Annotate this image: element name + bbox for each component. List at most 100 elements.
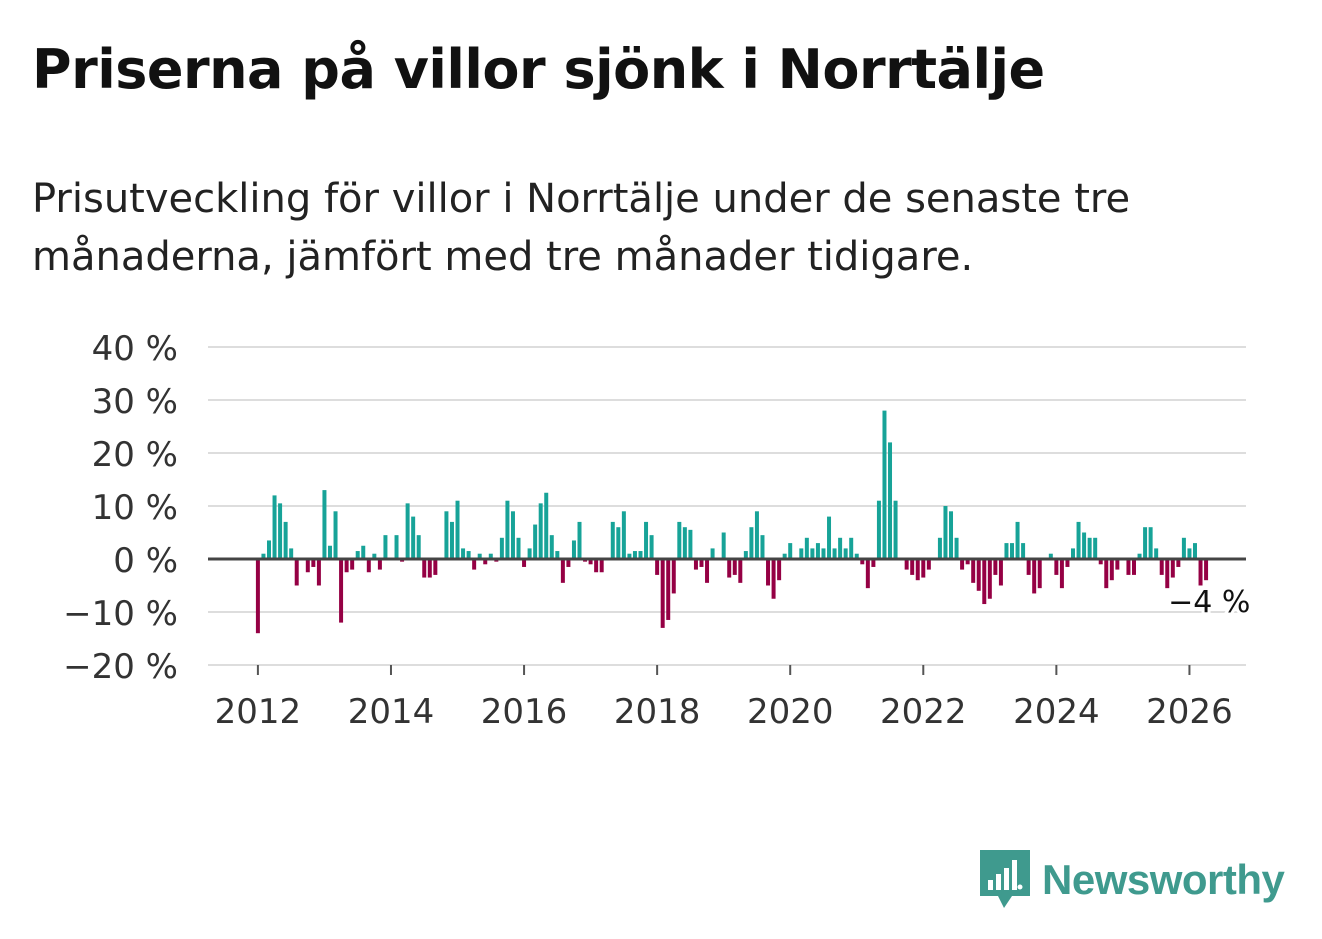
bar — [377, 559, 382, 570]
bar — [427, 559, 432, 578]
bar — [788, 543, 793, 559]
bar — [943, 506, 948, 559]
x-tick-label: 2024 — [1013, 692, 1100, 732]
bar — [721, 532, 726, 559]
x-tick-label: 2016 — [481, 692, 568, 732]
bar — [1176, 559, 1181, 567]
bar — [416, 535, 421, 559]
bar — [1082, 532, 1087, 559]
bar — [838, 537, 843, 559]
bar — [283, 521, 288, 559]
bar — [827, 516, 832, 559]
bar — [655, 559, 660, 575]
bar — [1204, 559, 1209, 581]
bar — [1010, 543, 1015, 559]
bar — [483, 559, 488, 565]
bar — [965, 559, 970, 565]
bar — [327, 545, 332, 559]
bar — [976, 559, 981, 591]
bar — [1115, 559, 1120, 570]
bar — [466, 551, 471, 559]
bar — [355, 551, 360, 559]
bar — [449, 521, 454, 559]
y-tick-label: −20 % — [63, 647, 178, 687]
bar — [821, 548, 826, 559]
bar — [311, 559, 316, 567]
x-tick-label: 2020 — [747, 692, 834, 732]
bar — [960, 559, 965, 570]
bar — [688, 529, 693, 559]
bar — [971, 559, 976, 583]
bar — [699, 559, 704, 567]
bar — [1071, 548, 1075, 559]
bar — [876, 500, 881, 559]
bar — [1087, 537, 1092, 559]
bar — [904, 559, 909, 570]
bar — [749, 527, 754, 559]
bar — [1137, 553, 1142, 559]
bar — [477, 553, 482, 559]
x-tick-label: 2022 — [880, 692, 967, 732]
bar — [1015, 521, 1020, 559]
bar — [644, 521, 649, 559]
bar — [1154, 548, 1159, 559]
bar — [710, 548, 715, 559]
y-tick-label: 30 % — [92, 382, 178, 422]
bar — [571, 540, 576, 559]
bar — [516, 537, 521, 559]
bar-chart-logo-icon — [980, 850, 1030, 908]
bar — [316, 559, 321, 586]
bar — [383, 535, 388, 559]
bar — [577, 521, 582, 559]
bar — [727, 559, 732, 578]
bar — [1109, 559, 1114, 581]
bar — [1198, 559, 1203, 586]
x-tick-label: 2018 — [614, 692, 701, 732]
bar — [505, 500, 510, 559]
x-tick-label: 2026 — [1146, 692, 1233, 732]
bar — [411, 516, 416, 559]
bar — [289, 548, 294, 559]
y-tick-label: 40 % — [92, 329, 178, 369]
bar — [538, 503, 543, 559]
newsworthy-logo: Newsworthy — [980, 850, 1285, 910]
bar — [766, 559, 771, 586]
bar — [555, 551, 560, 559]
bar — [782, 553, 787, 559]
last-value-label: −4 % — [1168, 585, 1250, 620]
bar — [455, 500, 460, 559]
bar — [1054, 559, 1059, 575]
bar — [754, 511, 759, 559]
bar — [732, 559, 737, 575]
bar — [533, 524, 538, 559]
bar — [560, 559, 565, 583]
bar — [1048, 553, 1053, 559]
bar — [777, 559, 782, 581]
bar — [394, 535, 399, 559]
bar — [998, 559, 1003, 586]
bar — [799, 548, 804, 559]
bar — [915, 559, 920, 581]
bar — [339, 559, 344, 623]
bar — [1021, 543, 1026, 559]
bar — [510, 511, 515, 559]
chart-subtitle: Prisutveckling för villor i Norrtälje un… — [32, 176, 1131, 280]
bar — [882, 410, 887, 559]
bar — [255, 559, 260, 634]
bar — [666, 559, 671, 620]
bar — [344, 559, 349, 573]
bar — [422, 559, 427, 578]
bar — [1126, 559, 1131, 575]
bar — [804, 537, 809, 559]
bar — [1076, 521, 1081, 559]
bar — [810, 548, 815, 559]
bar — [671, 559, 676, 594]
bar — [888, 442, 893, 559]
bar-chart: −20 % −10 % 0 % 10 % 20 % 30 % 40 % 2012 2014 201… — [63, 329, 1253, 732]
bar — [544, 492, 549, 559]
bar — [771, 559, 776, 599]
y-tick-label: 20 % — [92, 435, 178, 475]
bar — [705, 559, 710, 583]
bar — [738, 559, 743, 583]
y-tick-label: 10 % — [92, 488, 178, 528]
